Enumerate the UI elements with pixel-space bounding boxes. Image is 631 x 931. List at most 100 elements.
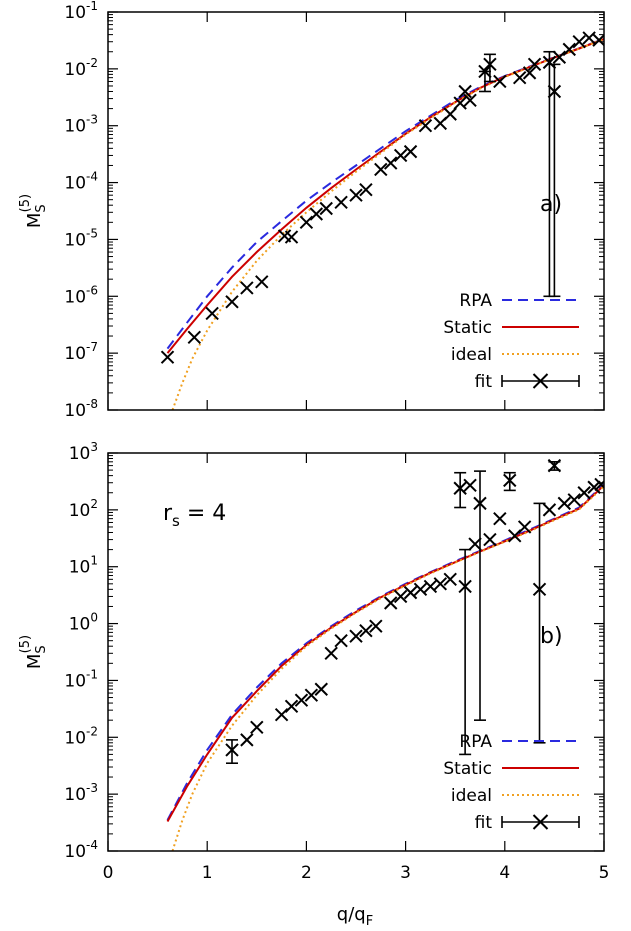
legend: RPA Static ideal fit	[443, 732, 580, 833]
fit-point	[393, 589, 408, 604]
fit-point	[512, 70, 527, 85]
plot-frame	[107, 452, 605, 852]
fit-marker	[294, 693, 309, 707]
fit-point	[324, 646, 338, 661]
x-tick-label: 0	[103, 863, 114, 883]
fit-marker	[284, 699, 299, 714]
plot-area	[166, 458, 604, 851]
fit-point	[304, 688, 319, 702]
fit-marker	[493, 74, 507, 89]
fit-marker	[542, 55, 557, 70]
y-tick-label: 10-1	[64, 0, 98, 23]
y-axis-label: MS(5)	[18, 635, 49, 669]
y-axis-label: MS(5)	[18, 194, 49, 228]
fit-marker	[304, 688, 319, 702]
fit-point	[443, 572, 457, 587]
y-tick-label: 10-6	[64, 283, 98, 307]
fit-marker	[309, 207, 324, 221]
fit-point	[403, 585, 418, 600]
y-tick-label: 103	[69, 440, 98, 464]
fit-point	[582, 31, 596, 45]
fit-marker	[349, 629, 363, 643]
legend-label: fit	[475, 813, 493, 833]
fit-point	[567, 493, 581, 507]
plot-area	[160, 31, 604, 410]
fit-marker	[443, 572, 457, 587]
series-line-static	[166, 38, 604, 354]
fit-point	[225, 739, 239, 765]
fit-marker	[592, 33, 604, 47]
y-tick-label: 10-3	[64, 781, 98, 805]
fit-marker	[160, 350, 175, 364]
fit-marker	[512, 70, 527, 85]
fit-point	[294, 693, 309, 707]
fit-marker	[493, 511, 507, 526]
fit-point	[359, 623, 373, 638]
fit-point	[463, 93, 477, 107]
fit-point	[284, 699, 299, 714]
fit-point	[592, 33, 604, 47]
fit-point	[547, 63, 562, 298]
fit-marker	[240, 281, 254, 295]
fit-marker	[403, 144, 418, 159]
fit-point	[369, 619, 383, 633]
fit-point	[562, 42, 576, 57]
fit-point	[473, 470, 487, 721]
fit-marker	[478, 64, 492, 79]
y-tick-label: 100	[69, 611, 98, 635]
fit-point	[458, 548, 472, 756]
y-tick-label: 102	[69, 497, 98, 521]
fit-marker	[594, 477, 604, 492]
fit-point	[552, 50, 567, 64]
fit-marker	[557, 496, 572, 511]
fit-marker	[567, 493, 581, 507]
fit-marker	[255, 275, 269, 289]
fit-marker	[577, 486, 591, 500]
fit-marker	[547, 84, 562, 99]
fit-point	[587, 480, 601, 494]
y-tick-label: 10-2	[64, 56, 98, 80]
rs-annotation: rs = 4	[163, 501, 226, 530]
fit-point	[418, 119, 433, 133]
legend-label: ideal	[451, 786, 492, 806]
fit-marker	[532, 582, 547, 597]
y-ticks	[108, 452, 604, 852]
fit-point	[527, 57, 542, 72]
fit-marker	[403, 585, 418, 600]
fit-point	[423, 579, 438, 594]
fit-point	[493, 511, 507, 526]
fit-marker	[384, 156, 398, 170]
fit-point	[334, 195, 348, 209]
legend-swatch	[532, 373, 549, 389]
fit-marker	[582, 31, 596, 45]
fit-marker	[547, 458, 562, 473]
fit-point	[413, 582, 428, 597]
y-tick-label: 10-7	[64, 340, 98, 364]
fit-marker	[369, 619, 383, 633]
fit-marker	[522, 66, 537, 80]
legend-label: fit	[475, 372, 493, 392]
fit-marker	[299, 215, 314, 230]
fit-point	[309, 207, 324, 221]
fit-point	[594, 477, 604, 492]
fit-marker	[443, 107, 457, 121]
fit-marker	[324, 646, 338, 661]
fit-marker	[319, 201, 333, 216]
fit-point	[468, 537, 482, 551]
y-tick-label: 10-4	[64, 838, 98, 862]
fit-marker	[274, 707, 289, 722]
legend-label: RPA	[459, 732, 492, 752]
fit-point	[458, 84, 472, 99]
fit-marker	[418, 119, 433, 133]
x-tick-label: 5	[599, 863, 610, 883]
fit-marker	[334, 633, 348, 648]
legend-label: RPA	[459, 291, 492, 311]
fit-point	[349, 629, 363, 643]
fit-marker	[552, 50, 567, 64]
fit-marker	[503, 473, 517, 488]
fit-marker	[359, 182, 373, 197]
fit-marker	[225, 743, 239, 757]
fit-marker	[423, 579, 438, 594]
panel-label: b)	[540, 624, 563, 649]
